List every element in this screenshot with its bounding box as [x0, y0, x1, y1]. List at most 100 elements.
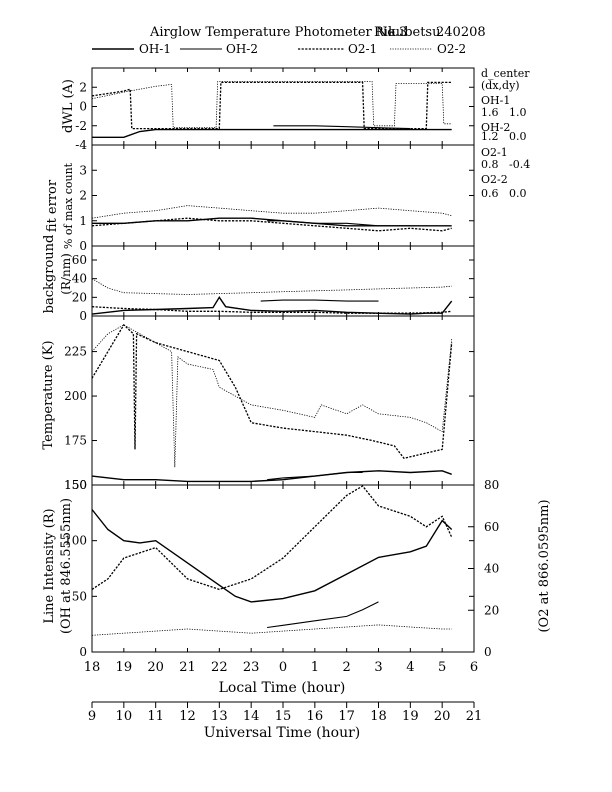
series-dWL-oh-1	[92, 128, 452, 139]
ytick-label-intensity: 150	[64, 478, 87, 492]
side-heading-dxdy: (dx,dy)	[481, 79, 520, 92]
ut-tick-label: 9	[88, 709, 96, 724]
ylabel-intensity-o2: (O2 at 866.0595nm)	[537, 499, 552, 632]
ylabel-fit-error: fit error	[45, 179, 60, 232]
panel-frame-intensity	[91, 484, 475, 653]
y2tick-label-intensity: 60	[484, 520, 499, 534]
lt-tick-label: 2	[343, 660, 351, 675]
legend-label-o22: O2-2	[437, 42, 466, 56]
lt-tick-label: 1	[311, 660, 319, 675]
panel-frame-dWL	[91, 67, 475, 146]
date-code: 240208	[436, 25, 486, 40]
ytick-label-intensity: 50	[72, 589, 87, 603]
ylabel-temperature: Temperature (K)	[41, 340, 56, 449]
ut-tick-label: 18	[370, 709, 387, 724]
y2tick-label-intensity: 0	[484, 645, 492, 659]
ylabel-background: background	[42, 235, 57, 314]
series-background-o2-2	[91, 278, 452, 295]
series-fit-error-o2-1	[91, 217, 452, 232]
ytick-label-dWL: -2	[75, 119, 87, 133]
ytick-label-temperature: 175	[64, 434, 87, 448]
side-row-value-oh1: 1.6 1.0	[481, 106, 526, 119]
lt-tick-label: 0	[279, 660, 287, 675]
series-intensity-o2-1	[91, 485, 453, 591]
ut-tick-label: 17	[338, 709, 355, 724]
station-name: Rikubetsu	[374, 25, 440, 40]
side-row-value-o22: 0.6 0.0	[481, 187, 526, 200]
ut-tick-label: 21	[466, 709, 483, 724]
ytick-label-background: 20	[72, 290, 87, 304]
series-fit-error-oh-2	[267, 220, 411, 227]
ytick-label-fit-error: 0	[79, 239, 87, 253]
ytick-label-temperature: 200	[64, 389, 87, 403]
side-row-value-oh2: 1.2 0.0	[481, 130, 526, 143]
ylabel-background-unit: (R/nm)	[59, 253, 73, 295]
ytick-label-temperature: 150	[64, 478, 87, 492]
ut-tick-label: 20	[434, 709, 451, 724]
y2tick-label-intensity: 40	[484, 562, 499, 576]
ytick-label-fit-error: 3	[79, 163, 87, 177]
panel-intensity: 150 100 50 0 80 60 40 20 0	[64, 478, 499, 659]
series-fit-error-o2-2	[91, 205, 452, 219]
ytick-label-temperature: 225	[64, 345, 87, 359]
ytick-label-background: 60	[72, 253, 87, 267]
panels: 20-2-43210604020022520017515015010050080…	[64, 67, 499, 724]
series-temperature-oh-2	[267, 471, 363, 481]
lt-tick-label: 22	[211, 660, 228, 675]
lt-tick-label: 18	[84, 660, 101, 675]
legend-label-o21: O2-1	[348, 42, 377, 56]
lt-tick-label: 3	[374, 660, 382, 675]
lt-tick-label: 4	[406, 660, 414, 675]
ytick-label-dWL: -4	[75, 138, 87, 152]
series-temperature-o2-2	[91, 324, 453, 468]
series-temperature-o2-1	[91, 323, 453, 460]
series-temperature-oh-1	[91, 470, 452, 483]
series-background-o2-1	[91, 306, 452, 314]
ytick-label-background: 0	[79, 309, 87, 323]
figure-header: Airglow Temperature Photometer No.3 Riku…	[149, 25, 486, 40]
side-row-value-o21: 0.8 -0.4	[481, 158, 530, 171]
side-heading-dcenter: d_center	[481, 67, 530, 80]
lt-tick-label: 20	[147, 660, 164, 675]
ut-tick-label: 15	[275, 709, 292, 724]
ut-tick-label: 14	[243, 709, 260, 724]
ytick-label-fit-error: 1	[79, 214, 87, 228]
ytick-label-background: 40	[72, 272, 87, 286]
ylabel-intensity-oh: (OH at 846.5555nm)	[59, 498, 74, 634]
y2tick-label-intensity: 80	[484, 478, 499, 492]
legend-label-oh1: OH-1	[139, 42, 171, 56]
y2tick-label-intensity: 20	[484, 603, 499, 617]
lt-tick-label: 19	[116, 660, 133, 675]
side-row-label-o22: O2-2	[481, 173, 508, 186]
panel-background: 60 40 20 0	[72, 245, 475, 323]
ytick-label-intensity: 0	[79, 645, 87, 659]
figure-title: Airglow Temperature Photometer No.3	[149, 25, 407, 40]
ut-tick-label: 12	[179, 709, 196, 724]
panel-frame-fit-error	[91, 144, 475, 247]
lt-tick-label: 5	[438, 660, 446, 675]
panel-fit-error: 3 2 1 0	[79, 144, 475, 253]
ytick-label-intensity: 100	[64, 534, 87, 548]
legend: OH-1 OH-2 O2-1 O2-2	[92, 42, 466, 56]
ytick-label-dWL: 0	[79, 100, 87, 114]
lt-tick-label: 23	[243, 660, 260, 675]
ytick-label-dWL: 2	[79, 80, 87, 94]
ut-tick-label: 10	[116, 709, 133, 724]
ut-tick-label: 11	[147, 709, 164, 724]
ylabel-intensity: Line Intensity (R)	[42, 508, 57, 623]
ylabel-fit-error-unit: % of max count	[62, 162, 75, 249]
xlabel-universal-time: Universal Time (hour)	[204, 725, 361, 741]
local-time-axis: 18 19 20 21 22 23 0 1 2 3 4 5 6	[84, 660, 478, 675]
panel-dWL: 2 0 -2 -4	[75, 67, 475, 152]
series-dWL-o2-2	[91, 81, 452, 129]
lt-tick-label: 6	[470, 660, 478, 675]
side-row-label-oh2: OH-2	[481, 121, 510, 134]
ut-tick-label: 19	[402, 709, 419, 724]
ytick-label-fit-error: 2	[79, 189, 87, 203]
panel-temperature: 225 200 175 150	[64, 315, 475, 492]
series-dWL-o2-1	[91, 81, 452, 130]
side-row-label-oh1: OH-1	[481, 94, 510, 107]
ut-tick-label: 13	[211, 709, 228, 724]
xlabel-local-time: Local Time (hour)	[219, 680, 346, 696]
